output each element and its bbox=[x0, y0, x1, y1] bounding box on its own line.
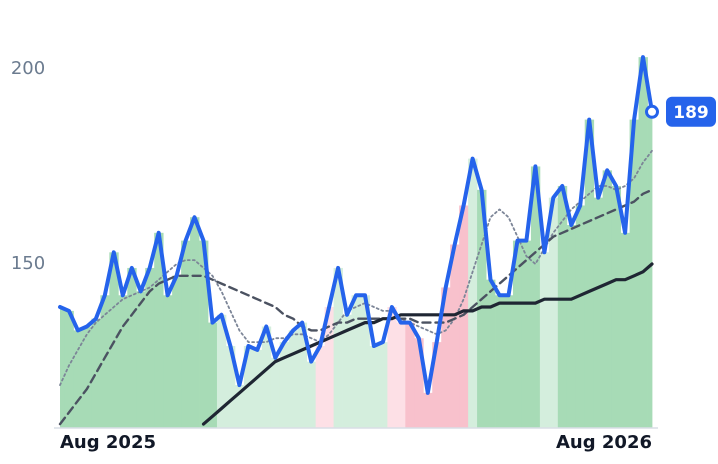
zone-bar bbox=[548, 197, 559, 428]
last-point bbox=[645, 104, 659, 119]
zone-bar bbox=[199, 240, 209, 428]
zone-bar bbox=[225, 346, 236, 428]
zone-bar bbox=[396, 322, 406, 428]
zone-bar bbox=[432, 342, 442, 428]
zone-bar bbox=[378, 342, 388, 428]
zone-bar bbox=[477, 189, 487, 428]
zone-bar bbox=[154, 232, 164, 428]
zone-bar bbox=[584, 119, 595, 428]
zone-bar bbox=[486, 279, 496, 428]
zone-bar bbox=[127, 267, 137, 428]
zone-bar bbox=[539, 252, 550, 428]
zone-bar bbox=[270, 357, 281, 428]
zone-bar bbox=[557, 185, 568, 428]
line-series bbox=[58, 55, 654, 395]
zone-bar bbox=[163, 295, 173, 428]
zone-bar bbox=[60, 306, 65, 428]
zone-bar bbox=[261, 326, 272, 428]
zone-bar bbox=[64, 310, 74, 428]
zone-bar bbox=[504, 295, 514, 428]
zone-bar bbox=[468, 158, 478, 428]
zone-bar bbox=[181, 240, 191, 428]
zone-bar bbox=[423, 392, 433, 428]
zone-bar bbox=[620, 232, 630, 428]
zone-bar bbox=[521, 240, 532, 428]
zone-bar bbox=[566, 225, 577, 428]
zone-bar bbox=[324, 306, 334, 428]
zone-bar bbox=[234, 385, 245, 428]
zone-bar bbox=[575, 205, 586, 428]
y-tick-label: 200 bbox=[11, 58, 45, 79]
line-series bbox=[59, 149, 653, 386]
price-badge-label: 189 bbox=[673, 103, 709, 123]
zone-bar bbox=[530, 166, 541, 428]
zone-bar bbox=[136, 291, 146, 428]
zone-bar bbox=[73, 330, 83, 428]
zone-bar bbox=[441, 287, 451, 428]
line-series bbox=[201, 262, 654, 426]
zone-bar bbox=[145, 267, 155, 428]
zone-bar bbox=[450, 244, 460, 428]
zone-bar bbox=[414, 338, 424, 428]
zone-bar bbox=[405, 322, 415, 428]
zone-bar bbox=[216, 314, 227, 428]
zone-bar bbox=[342, 314, 352, 428]
x-tick-label: Aug 2025 bbox=[60, 432, 156, 453]
zone-bar bbox=[593, 197, 604, 428]
y-tick-label: 150 bbox=[11, 253, 45, 274]
zone-bar bbox=[172, 275, 182, 428]
x-tick-label: Aug 2026 bbox=[556, 432, 652, 453]
zone-bar bbox=[629, 119, 639, 428]
zone-bar bbox=[315, 346, 326, 428]
zone-bar bbox=[387, 306, 397, 428]
zone-bar bbox=[611, 185, 622, 428]
zone-bar bbox=[297, 322, 308, 428]
price-badge bbox=[666, 96, 716, 127]
zone-bar bbox=[369, 346, 379, 428]
zone-bar bbox=[638, 57, 648, 429]
zone-bar bbox=[333, 267, 343, 428]
zone-bar bbox=[512, 240, 523, 428]
zone-bar bbox=[91, 318, 101, 428]
zone-bar bbox=[360, 295, 370, 428]
zone-bar bbox=[459, 205, 469, 428]
zone-bar bbox=[118, 295, 128, 428]
zone-bar bbox=[82, 326, 92, 428]
zone-bar bbox=[647, 111, 653, 429]
zone-bar bbox=[190, 217, 200, 428]
zone-bar bbox=[351, 295, 361, 428]
line-series bbox=[58, 188, 654, 426]
zone-bar bbox=[252, 349, 263, 428]
zone-bar bbox=[495, 295, 505, 428]
zone-bar bbox=[109, 252, 119, 428]
zone-bar bbox=[208, 322, 218, 428]
zone-bar bbox=[279, 342, 290, 428]
zone-bar bbox=[306, 361, 317, 428]
zone-bar bbox=[288, 330, 299, 428]
zone-bar bbox=[602, 170, 613, 428]
zone-bar bbox=[100, 295, 110, 428]
